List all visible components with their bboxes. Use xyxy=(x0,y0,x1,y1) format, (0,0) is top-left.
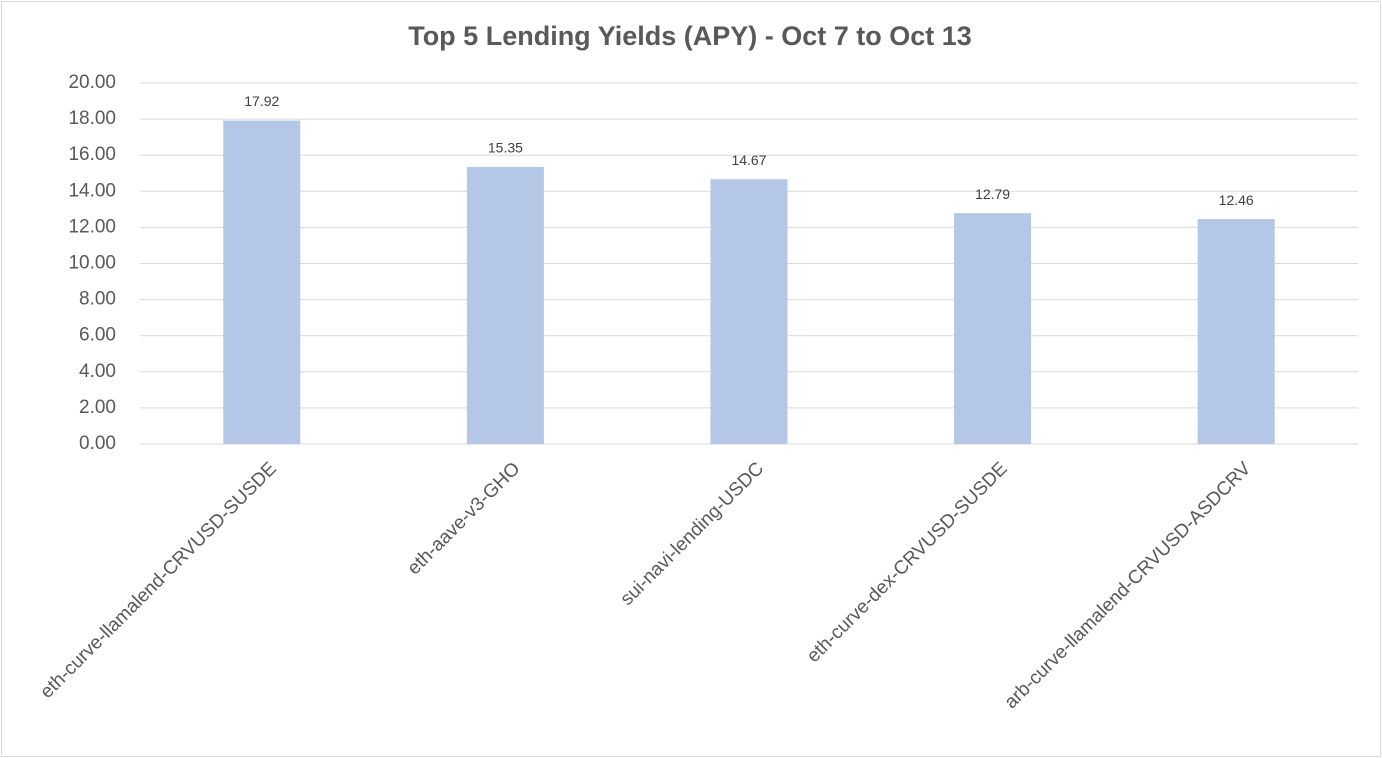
y-tick-label: 16.00 xyxy=(68,144,116,165)
y-tick-label: 12.00 xyxy=(68,216,116,237)
bar xyxy=(710,179,788,445)
bar xyxy=(223,120,301,444)
bar xyxy=(466,166,544,444)
chart-title: Top 5 Lending Yields (APY) - Oct 7 to Oc… xyxy=(408,21,972,51)
y-tick-label: 10.00 xyxy=(68,253,116,274)
y-tick-label: 6.00 xyxy=(79,325,116,346)
y-tick-label: 20.00 xyxy=(68,72,116,93)
data-label: 14.67 xyxy=(731,152,766,168)
data-label: 12.79 xyxy=(975,186,1010,202)
data-label: 17.92 xyxy=(244,93,279,109)
y-tick-label: 14.00 xyxy=(68,180,116,201)
y-tick-label: 18.00 xyxy=(68,108,116,129)
bar xyxy=(1197,219,1275,444)
y-tick-label: 2.00 xyxy=(79,397,116,418)
y-tick-label: 0.00 xyxy=(79,433,116,454)
data-label: 15.35 xyxy=(488,140,523,156)
data-label: 12.46 xyxy=(1219,192,1254,208)
y-tick-label: 8.00 xyxy=(79,289,116,310)
bar xyxy=(954,213,1032,444)
y-tick-label: 4.00 xyxy=(79,361,116,382)
